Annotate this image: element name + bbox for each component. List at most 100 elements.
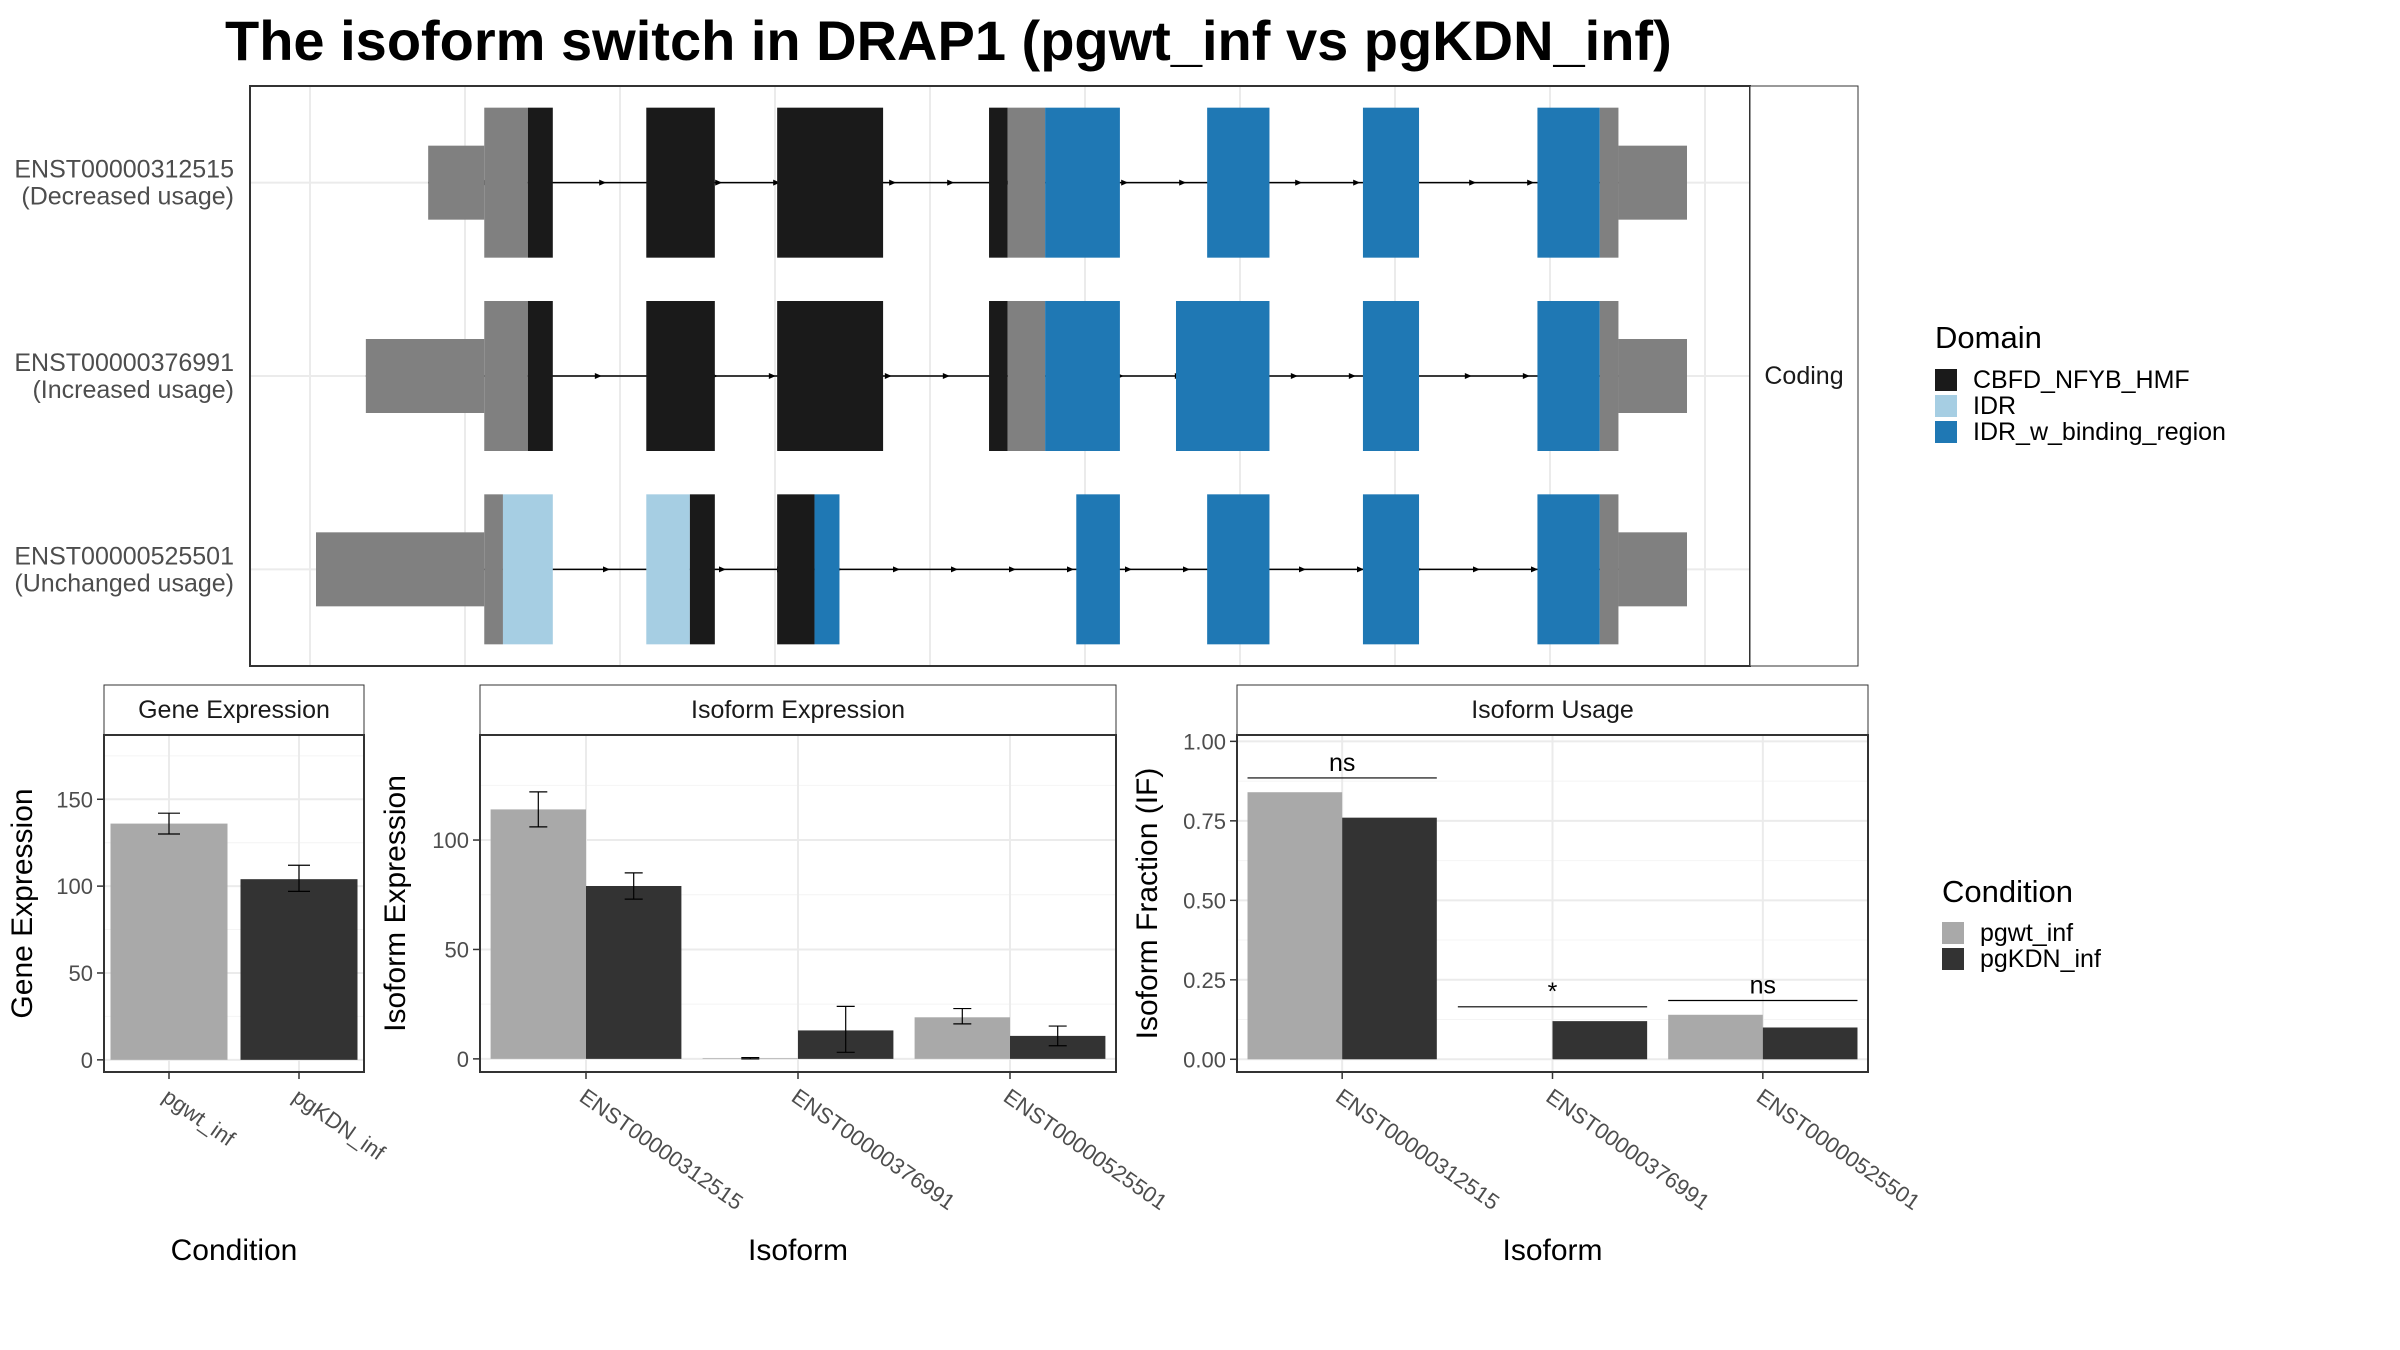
exon-segment <box>365 339 485 413</box>
exon-segment <box>777 107 884 258</box>
exon-segment <box>646 494 690 645</box>
legends: Domain CBFD_NFYB_HMFIDRIDR_w_binding_regi… <box>1935 320 2226 973</box>
intron-arrowhead <box>1522 373 1530 379</box>
y-tick-label: 0.50 <box>1183 888 1226 913</box>
isoform-usage-label: (Unchanged usage) <box>14 569 234 597</box>
domain-legend-label: CBFD_NFYB_HMF <box>1973 366 2190 394</box>
significance-label: ns <box>1750 971 1776 999</box>
bar <box>110 823 228 1060</box>
exon-segment <box>1537 301 1600 451</box>
bar <box>1010 1035 1106 1059</box>
bar <box>1247 792 1343 1060</box>
intron-arrowhead <box>1183 566 1190 573</box>
intron-arrowhead <box>599 179 607 186</box>
exon-segment <box>1362 301 1420 451</box>
y-tick-label: 1.00 <box>1183 729 1226 754</box>
exon-segment <box>484 301 528 451</box>
figure-title: The isoform switch in DRAP1 (pgwt_inf vs… <box>225 9 1672 72</box>
intron-arrowhead <box>1067 566 1074 573</box>
exon-segment <box>1045 301 1120 451</box>
exon-segment <box>1007 107 1046 258</box>
x-tick-label: ENST00000312515 <box>575 1084 748 1215</box>
exon-segment <box>1207 494 1270 645</box>
exon-segment <box>1618 339 1687 413</box>
intron-arrowhead <box>1473 566 1480 573</box>
exon-segment <box>1618 145 1687 220</box>
domain-legend-label: IDR_w_binding_region <box>1973 418 2226 446</box>
structure-strip <box>1749 85 1859 667</box>
exon-segment <box>1537 107 1600 258</box>
exon-segment <box>814 494 840 645</box>
intron-arrowhead <box>768 373 776 379</box>
x-tick-label: ENST00000312515 <box>1331 1084 1504 1215</box>
isoform-row-label: ENST00000376991 <box>14 349 234 377</box>
x-tick-label: ENST00000525501 <box>1752 1084 1925 1215</box>
condition-legend-title: Condition <box>1942 874 2073 909</box>
exon-segment <box>1007 301 1046 451</box>
intron-arrowhead <box>1464 373 1472 379</box>
intron-arrowhead <box>603 566 610 573</box>
panel-border <box>103 734 365 1073</box>
exon-segment <box>428 145 485 220</box>
exon-segment <box>989 301 1008 451</box>
intron-arrowhead <box>1295 179 1303 186</box>
bar-panels: Gene Expression 0 50 100 150 pgwt_inf pgKDN_in… <box>6 684 1925 1267</box>
intron-arrowhead <box>884 373 892 379</box>
x-axis-title: Isoform <box>1502 1234 1602 1267</box>
domain-legend-key <box>1935 421 1957 443</box>
intron-arrowhead <box>715 179 723 186</box>
exon-segment <box>484 494 503 645</box>
transcript-structure-panel: ENST00000312515(Decreased usage) ENST0000… <box>14 85 1859 667</box>
bar <box>1668 1014 1763 1060</box>
intron-arrowhead <box>1527 179 1535 186</box>
exon-segment <box>646 107 715 258</box>
condition-legend-key <box>1942 922 1964 944</box>
exon-segment <box>1599 494 1619 645</box>
y-axis-title: Isoform Expression <box>379 775 412 1032</box>
intron-arrowhead <box>1179 179 1187 186</box>
exon-segment <box>1362 107 1420 258</box>
x-axis-title: Condition <box>171 1234 298 1267</box>
condition-legend-key <box>1942 948 1964 970</box>
exon-segment <box>1362 494 1420 645</box>
intron-arrowhead <box>1353 179 1361 186</box>
bar <box>1342 817 1437 1060</box>
exon-segment <box>484 107 528 258</box>
x-tick-label: pgKDN_inf <box>288 1084 390 1166</box>
exon-segment <box>1045 107 1120 258</box>
exon-segment <box>1618 532 1687 607</box>
exon-segment <box>527 301 553 451</box>
x-tick-label: ENST00000376991 <box>1542 1084 1715 1215</box>
y-tick-label: 100 <box>432 828 469 853</box>
intron-arrowhead <box>1290 373 1298 379</box>
intron-arrowhead <box>893 566 900 573</box>
exon-segment <box>1076 494 1120 645</box>
bar <box>586 885 682 1059</box>
isoform-row-label: ENST00000312515 <box>14 156 234 184</box>
exon-segment <box>777 301 884 451</box>
bar <box>1762 1027 1858 1060</box>
intron-arrowhead <box>889 179 897 186</box>
intron-arrowhead <box>1121 179 1129 186</box>
intron-arrowhead <box>1009 566 1016 573</box>
y-tick-label: 150 <box>56 787 93 812</box>
x-tick-label: ENST00000376991 <box>787 1084 960 1215</box>
x-axis-title: Isoform <box>748 1234 848 1267</box>
y-axis-title: Isoform Fraction (IF) <box>1131 768 1164 1040</box>
exon-segment <box>316 532 485 607</box>
intron-arrowhead <box>1357 566 1364 573</box>
exon-segment <box>989 107 1008 258</box>
exon-segment <box>689 494 715 645</box>
isoform-usage-label: (Increased usage) <box>32 376 234 404</box>
y-tick-label: 50 <box>445 937 469 962</box>
exon-segment <box>1207 107 1270 258</box>
y-axis-title: Gene Expression <box>6 788 39 1018</box>
condition-legend-label: pgKDN_inf <box>1980 945 2101 973</box>
exon-segment <box>1599 107 1619 258</box>
intron-arrowhead <box>947 179 955 186</box>
significance-label: ns <box>1329 749 1355 777</box>
bar <box>490 809 586 1059</box>
intron-arrowhead <box>594 373 602 379</box>
y-tick-label: 0.00 <box>1183 1047 1226 1072</box>
